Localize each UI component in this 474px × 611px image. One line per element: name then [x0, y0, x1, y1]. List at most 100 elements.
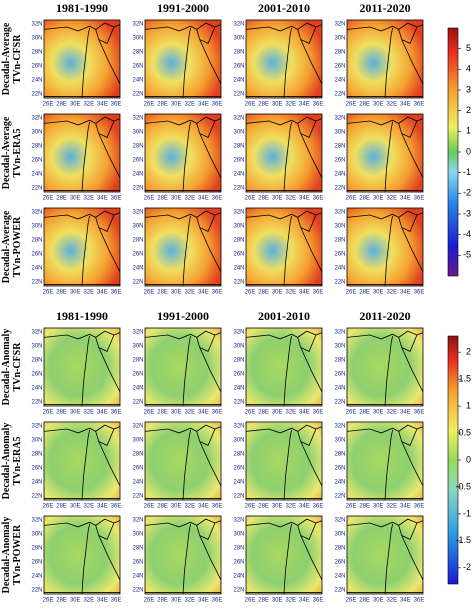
lat-label: 30N — [233, 130, 244, 136]
coastline — [347, 117, 423, 192]
lat-label: 26N — [233, 372, 244, 378]
lat-label: 22N — [233, 400, 244, 406]
coastline — [145, 519, 221, 594]
lon-label: 26E — [245, 196, 256, 202]
lon-label: 30E — [373, 410, 384, 416]
lat-label: 30N — [31, 532, 42, 538]
lat-label: 30N — [334, 224, 345, 230]
lat-label: 28N — [233, 144, 244, 150]
coastline — [44, 117, 120, 192]
lat-label: 30N — [31, 36, 42, 42]
coastline — [246, 425, 322, 500]
lat-label: 22N — [132, 400, 143, 406]
lon-label: 36E — [414, 598, 425, 604]
lon-label: 36E — [414, 410, 425, 416]
lat-label: 30N — [334, 36, 345, 42]
map-field — [44, 208, 120, 286]
map-frame — [346, 515, 424, 595]
lon-label: 28E — [359, 504, 370, 510]
lon-label: 26E — [245, 290, 256, 296]
lat-label: 22N — [233, 92, 244, 98]
lon-label: 26E — [144, 504, 155, 510]
lat-label: 26N — [233, 252, 244, 258]
coastline — [246, 117, 322, 192]
lon-label: 26E — [245, 410, 256, 416]
colorbar-label: -1 — [463, 167, 471, 177]
map-field — [246, 208, 322, 286]
row-label: Decadal-Average — [1, 116, 12, 189]
row-label: Decadal-Anomaly — [1, 423, 12, 500]
lon-label: 30E — [272, 598, 283, 604]
lat-label: 28N — [233, 452, 244, 458]
lat-label: 22N — [31, 186, 42, 192]
lat-label: 32N — [233, 330, 244, 336]
lat-label: 24N — [31, 574, 42, 580]
lon-label: 30E — [373, 504, 384, 510]
lon-label: 28E — [359, 102, 370, 108]
lon-label: 32E — [285, 290, 296, 296]
lon-label: 36E — [414, 290, 425, 296]
lon-label: 30E — [171, 598, 182, 604]
coastline — [145, 211, 221, 286]
lat-label: 32N — [132, 116, 143, 122]
lon-label: 26E — [346, 598, 357, 604]
map-frame — [43, 421, 121, 501]
coastline — [44, 519, 120, 594]
lat-label: 32N — [132, 424, 143, 430]
lat-label: 22N — [334, 400, 345, 406]
lon-label: 34E — [400, 504, 411, 510]
lon-label: 32E — [83, 102, 94, 108]
lon-label: 28E — [359, 598, 370, 604]
coastline — [145, 425, 221, 500]
lat-label: 24N — [132, 574, 143, 580]
lon-label: 30E — [373, 196, 384, 202]
coastline — [347, 519, 423, 594]
lon-label: 34E — [299, 410, 310, 416]
lon-label: 30E — [171, 290, 182, 296]
colorbar-label: 5 — [466, 43, 471, 53]
lon-label: 32E — [184, 598, 195, 604]
lon-label: 34E — [400, 290, 411, 296]
map-field — [44, 422, 120, 500]
lon-label: 36E — [313, 196, 324, 202]
lon-label: 34E — [97, 410, 108, 416]
lat-label: 26N — [31, 64, 42, 70]
lat-label: 30N — [132, 438, 143, 444]
lon-label: 26E — [245, 504, 256, 510]
lon-label: 32E — [83, 410, 94, 416]
lat-label: 24N — [132, 172, 143, 178]
lat-label: 24N — [334, 386, 345, 392]
lat-label: 32N — [132, 22, 143, 28]
lon-label: 26E — [43, 504, 54, 510]
row-label: Decadal-Anomaly — [1, 517, 12, 594]
lat-label: 30N — [31, 224, 42, 230]
lon-label: 34E — [97, 598, 108, 604]
map-field — [246, 114, 322, 192]
map-frame — [43, 113, 121, 193]
lon-label: 36E — [111, 504, 122, 510]
lat-label: 22N — [132, 92, 143, 98]
lon-label: 32E — [386, 598, 397, 604]
map-field — [44, 20, 120, 98]
lon-label: 26E — [144, 290, 155, 296]
lat-label: 28N — [31, 452, 42, 458]
lon-label: 34E — [400, 102, 411, 108]
map-frame — [346, 19, 424, 99]
lon-label: 30E — [171, 410, 182, 416]
lat-label: 26N — [31, 372, 42, 378]
lat-label: 28N — [233, 546, 244, 552]
lat-label: 26N — [334, 560, 345, 566]
map-frame — [245, 327, 323, 407]
map-field — [347, 114, 423, 192]
lat-label: 26N — [31, 560, 42, 566]
colorbar-label: 0 — [466, 146, 471, 156]
lon-label: 28E — [56, 598, 67, 604]
lat-label: 24N — [233, 574, 244, 580]
